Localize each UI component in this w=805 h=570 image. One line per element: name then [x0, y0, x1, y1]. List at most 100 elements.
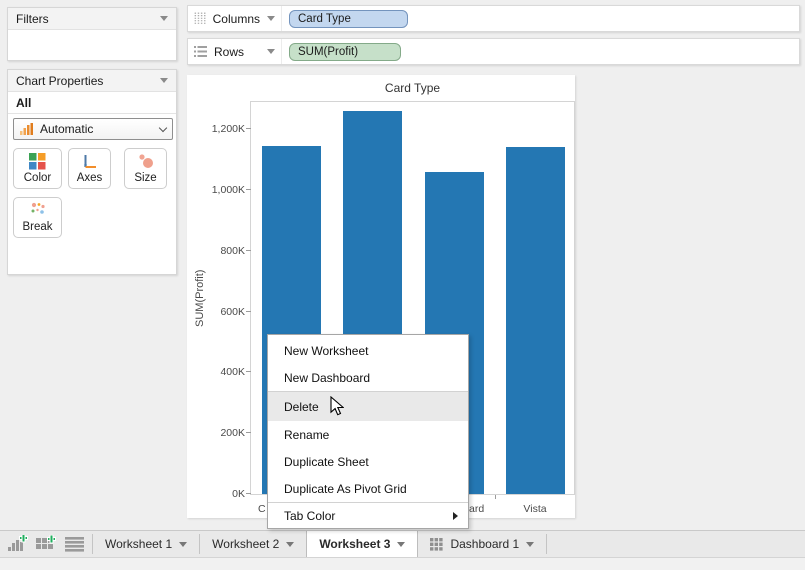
- columns-shelf: Columns Card Type: [187, 5, 800, 32]
- axes-icon: [84, 155, 96, 168]
- status-bar: [0, 557, 805, 570]
- dashboard-grid-icon: [430, 537, 444, 551]
- tab-bar-divider: [199, 534, 201, 554]
- y-axis-tick: [246, 128, 251, 130]
- filters-panel: Filters: [7, 7, 177, 61]
- tab-dashboard-1[interactable]: Dashboard 1: [418, 531, 546, 557]
- x-axis-label-vista: Vista: [523, 503, 547, 515]
- tab-dropdown-arrow-icon: [397, 541, 406, 547]
- color-button-label: Color: [23, 172, 52, 184]
- tab-worksheet-2[interactable]: Worksheet 2: [200, 531, 306, 557]
- chart-properties-title: Chart Properties: [16, 73, 104, 88]
- y-axis-tick: [246, 189, 251, 190]
- menu-item-label: Duplicate As Pivot Grid: [284, 481, 407, 496]
- filters-panel-title: Filters: [16, 11, 49, 26]
- chart-properties-header[interactable]: Chart Properties: [8, 70, 176, 92]
- tab-worksheet-1[interactable]: Worksheet 1: [93, 531, 199, 557]
- axes-button-label: Axes: [76, 172, 103, 184]
- scope-label: All: [16, 95, 32, 110]
- rows-shelf-label: Rows: [214, 44, 245, 59]
- tab-dropdown-arrow-icon: [526, 541, 535, 547]
- y-tick-label: 1,200K: [211, 123, 245, 136]
- axes-button[interactable]: Axes: [68, 148, 111, 189]
- menu-item-label: Duplicate Sheet: [284, 454, 369, 469]
- y-tick-label: 600K: [220, 305, 245, 318]
- collapse-arrow-icon: [160, 16, 168, 21]
- tab-dropdown-arrow-icon: [179, 541, 188, 547]
- y-axis-tick: [246, 432, 251, 434]
- size-button[interactable]: Size: [124, 148, 167, 189]
- pill-label: Card Type: [298, 12, 351, 25]
- new-worksheet-icon[interactable]: [8, 535, 28, 553]
- menu-separator: [268, 391, 468, 392]
- tab-dropdown-arrow-icon: [286, 541, 295, 547]
- chart-title: Card Type: [384, 81, 441, 95]
- tab-context-menu: New Worksheet New Dashboard Delete Renam…: [267, 334, 469, 529]
- chart-properties-panel: Chart Properties All Automatic Color: [7, 69, 177, 275]
- tab-bar-tools: [0, 531, 92, 557]
- y-axis-tick: [246, 310, 251, 312]
- mark-type-value: Automatic: [40, 122, 94, 136]
- tab-label: Worksheet 1: [105, 537, 173, 551]
- dropdown-arrow-icon: [267, 16, 275, 21]
- x-axis-tick: [495, 495, 496, 499]
- size-button-label: Size: [134, 172, 157, 184]
- menu-item-delete[interactable]: Delete: [268, 392, 468, 421]
- menu-item-tab-color[interactable]: Tab Color: [268, 503, 468, 528]
- menu-item-rename[interactable]: Rename: [268, 421, 468, 448]
- rows-pill-sum-profit[interactable]: SUM(Profit): [289, 42, 401, 61]
- break-icon: [31, 202, 45, 214]
- y-tick-label: 400K: [220, 366, 245, 379]
- pill-label: SUM(Profit): [298, 45, 359, 58]
- submenu-arrow-icon: [453, 511, 458, 520]
- bar-mark[interactable]: [505, 147, 565, 494]
- rows-shelf-menu[interactable]: Rows: [188, 39, 282, 64]
- y-axis-tick: [246, 493, 251, 494]
- tab-label: Dashboard 1: [450, 537, 520, 551]
- menu-item-new-worksheet[interactable]: New Worksheet: [268, 337, 468, 364]
- y-tick-label: 1,000K: [211, 184, 245, 196]
- menu-item-duplicate-as-pivot-grid[interactable]: Duplicate As Pivot Grid: [268, 475, 468, 502]
- sheet-tab-bar: Worksheet 1 Worksheet 2 Worksheet 3 Dash…: [0, 530, 805, 557]
- columns-shelf-label: Columns: [212, 11, 260, 26]
- mouse-cursor: [330, 396, 344, 416]
- columns-shelf-menu[interactable]: Columns: [188, 6, 282, 31]
- y-tick-label: 800K: [220, 244, 245, 257]
- x-axis-label-fragment: C: [258, 503, 266, 515]
- break-button-label: Break: [22, 221, 53, 233]
- sheet-sorter-icon[interactable]: [65, 536, 84, 552]
- menu-item-duplicate-sheet[interactable]: Duplicate Sheet: [268, 448, 468, 475]
- x-axis-label-fragment: ard: [469, 503, 485, 515]
- rows-shelf: Rows SUM(Profit): [187, 38, 800, 65]
- break-button[interactable]: Break: [13, 197, 62, 238]
- columns-pill-card-type[interactable]: Card Type: [289, 9, 408, 28]
- rows-icon: [194, 46, 207, 57]
- y-tick-label: 200K: [220, 427, 245, 440]
- bar-chart-icon: [20, 123, 33, 135]
- menu-item-label: Delete: [284, 399, 319, 414]
- tab-label: Worksheet 3: [319, 537, 391, 551]
- color-button[interactable]: Color: [13, 148, 62, 189]
- menu-item-label: New Dashboard: [284, 370, 371, 385]
- y-tick-label: 0K: [232, 488, 245, 500]
- y-axis-tick: [246, 249, 251, 251]
- menu-item-new-dashboard[interactable]: New Dashboard: [268, 364, 468, 391]
- dropdown-arrow-icon: [267, 49, 275, 54]
- scope-selector-all[interactable]: All: [8, 92, 176, 114]
- columns-icon: [194, 12, 206, 25]
- filters-panel-header[interactable]: Filters: [8, 8, 176, 30]
- mark-type-dropdown[interactable]: Automatic: [13, 118, 173, 140]
- size-icon: [138, 154, 153, 168]
- collapse-arrow-icon: [160, 78, 168, 83]
- tab-label: Worksheet 2: [212, 537, 280, 551]
- y-axis-tick: [246, 371, 251, 373]
- tab-bar-divider: [546, 534, 548, 554]
- chevron-down-icon: [158, 123, 168, 132]
- new-dashboard-icon[interactable]: [36, 535, 57, 553]
- tab-worksheet-3[interactable]: Worksheet 3: [306, 531, 419, 557]
- menu-item-label: Rename: [284, 427, 330, 442]
- tab-bar-divider: [92, 534, 93, 554]
- menu-separator: [268, 502, 468, 503]
- menu-item-label: Tab Color: [284, 508, 336, 523]
